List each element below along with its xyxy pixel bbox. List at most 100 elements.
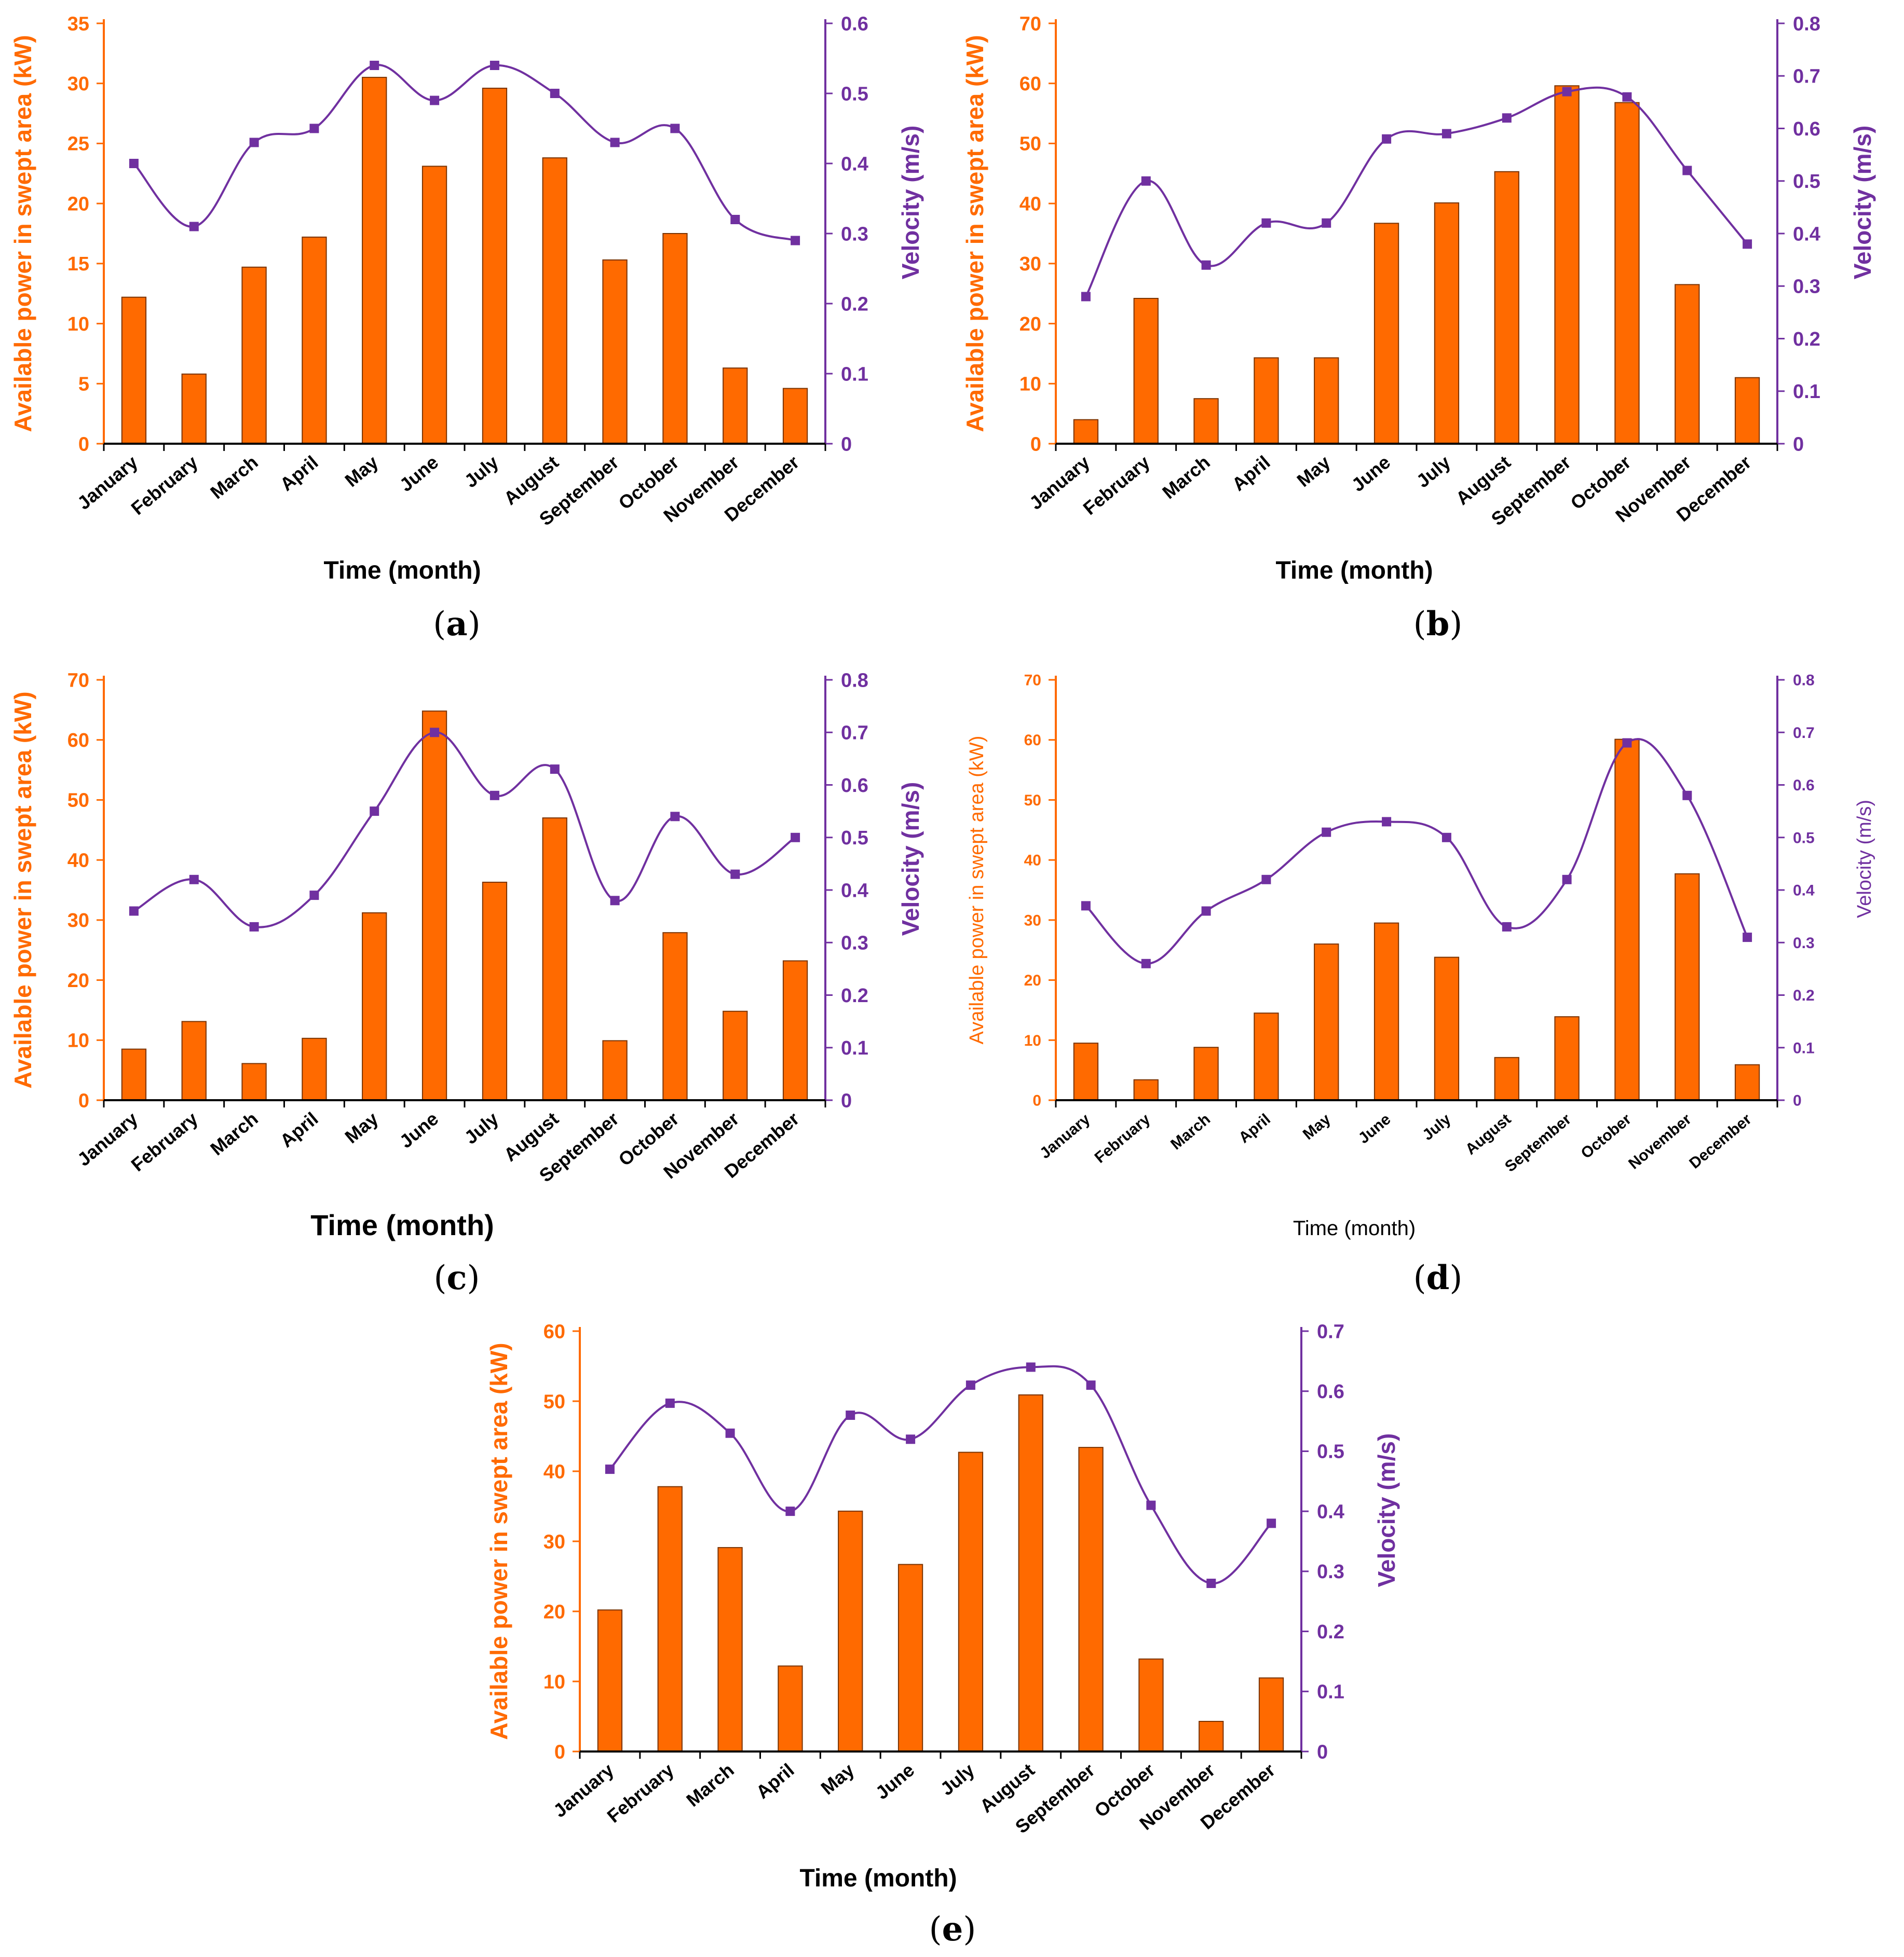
bar-november — [1199, 1721, 1224, 1752]
right-tick-label: 0.5 — [1317, 1441, 1344, 1463]
left-tick-label: 20 — [67, 970, 89, 992]
velocity-markers — [129, 61, 800, 245]
bar-october — [1614, 102, 1640, 444]
velocity-point-july — [1441, 129, 1451, 139]
left-tick-label: 30 — [67, 73, 89, 95]
right-tick-label: 0.7 — [1793, 724, 1815, 742]
x-tick-label: February — [127, 451, 202, 519]
velocity-point-october — [670, 124, 680, 133]
bar-june — [1373, 223, 1399, 444]
velocity-point-february — [1141, 176, 1151, 186]
left-tick-label: 50 — [1024, 792, 1041, 809]
y-axis-title: Available power in swept area (kW) — [961, 35, 988, 432]
velocity-point-august — [1502, 113, 1512, 123]
bar-november — [723, 1010, 748, 1101]
caption-b: (b) — [1413, 605, 1463, 644]
bar-june — [897, 1564, 923, 1752]
y2-axis-title: Velocity (m/s) — [897, 126, 924, 280]
x-axis-title: Time (month) — [310, 1209, 494, 1241]
x-tick-label: May — [1300, 1111, 1334, 1143]
left-tick-label: 30 — [543, 1531, 565, 1553]
bar-september — [1554, 1016, 1580, 1101]
velocity-point-february — [189, 222, 199, 231]
velocity-point-april — [1261, 218, 1271, 228]
velocity-markers — [129, 728, 800, 932]
chart-d-svg: 0 10 20 30 40 50 60 70 0 0.1 0.2 0.3 0.4 0.5 0.6 0.7 0.8… — [966, 672, 1875, 1240]
left-tick-label: 40 — [67, 850, 89, 871]
velocity-point-april — [1261, 874, 1271, 884]
right-tick-label: 0.7 — [1793, 66, 1820, 88]
right-tick-label: 0.2 — [841, 985, 868, 1007]
bar-august — [1494, 171, 1519, 444]
right-tick-label: 0.3 — [1317, 1561, 1344, 1583]
bar-march — [717, 1547, 743, 1752]
bar-august — [542, 817, 567, 1101]
x-tick-label: May — [341, 451, 382, 491]
right-tick-label: 0.4 — [841, 880, 868, 901]
right-tick-label: 0.3 — [841, 223, 868, 245]
velocity-point-february — [1141, 959, 1151, 968]
right-tick-label: 0.3 — [1793, 276, 1820, 298]
right-tick-label: 0.6 — [841, 13, 868, 35]
velocity-point-april — [309, 124, 319, 133]
bar-december — [1258, 1677, 1284, 1753]
y2-axis-title: Velocity (m/s) — [1849, 126, 1876, 280]
right-tick-label: 0.6 — [1793, 118, 1820, 140]
bar-july — [482, 88, 508, 444]
bar-july — [1434, 202, 1460, 444]
left-tick-label: 30 — [1019, 253, 1041, 275]
velocity-point-june — [1382, 817, 1392, 827]
velocity-point-january — [129, 159, 139, 168]
right-tick-label: 0.5 — [841, 83, 868, 105]
velocity-point-october — [1146, 1500, 1156, 1510]
bar-march — [241, 1063, 267, 1101]
velocity-markers — [1081, 738, 1752, 968]
right-tick-label: 0.6 — [1793, 777, 1815, 794]
x-tick-label: August — [1462, 1111, 1514, 1158]
left-tick-label: 70 — [1019, 13, 1041, 35]
x-tick-label: March — [682, 1759, 738, 1811]
left-tick-label: 5 — [78, 374, 89, 395]
right-tick-label: 0.1 — [1793, 1039, 1815, 1057]
chart-c-svg: 0 10 20 30 40 50 60 70 0 0.1 0.2 0.3 0.4 0.5 0.6 0.7 0.8… — [9, 669, 924, 1241]
x-tick-label: April — [276, 1108, 322, 1152]
x-tick-label: June — [395, 451, 442, 496]
right-tick-label: 0.3 — [1793, 935, 1815, 952]
velocity-point-november — [1206, 1579, 1216, 1588]
velocity-point-july — [1441, 832, 1451, 842]
chart-panel-a: 0 5 10 15 20 25 30 35 0 0.1 0.2 0.3 0.4 0.5 0.6 January… — [0, 0, 952, 597]
bar-february — [181, 373, 207, 444]
y2-axis-title: Velocity (m/s) — [1373, 1433, 1400, 1588]
bar-september — [602, 259, 628, 444]
x-tick-label: June — [1355, 1111, 1394, 1147]
bar-series — [1073, 85, 1760, 445]
velocity-point-june — [906, 1434, 916, 1444]
x-tick-label: November — [1625, 1111, 1695, 1173]
velocity-point-october — [1622, 738, 1632, 748]
right-tick-label: 0.8 — [1793, 672, 1815, 689]
left-tick-label: 25 — [67, 133, 89, 155]
velocity-point-march — [1201, 906, 1211, 916]
velocity-point-january — [605, 1465, 615, 1474]
right-tick-label: 0.5 — [841, 827, 868, 849]
x-tick-label: February — [603, 1759, 678, 1827]
left-tick-label: 10 — [1019, 374, 1041, 395]
velocity-point-march — [1201, 260, 1211, 270]
velocity-point-november — [730, 869, 740, 879]
velocity-point-july — [489, 61, 499, 70]
velocity-point-august — [550, 764, 560, 774]
left-tick-label: 20 — [543, 1601, 565, 1623]
velocity-point-december — [1267, 1518, 1276, 1528]
velocity-point-august — [1502, 922, 1512, 932]
bar-april — [778, 1665, 803, 1752]
velocity-markers — [1081, 87, 1752, 302]
bar-july — [958, 1452, 984, 1752]
left-tick-label: 40 — [1024, 852, 1041, 869]
bar-november — [1675, 284, 1700, 445]
right-tick-label: 0.4 — [1793, 882, 1815, 899]
y-axis-title: Available power in swept area (kW) — [9, 35, 36, 432]
x-tick-label: April — [1228, 451, 1274, 495]
velocity-point-october — [670, 812, 680, 822]
velocity-point-november — [1682, 790, 1692, 800]
x-tick-label: March — [206, 451, 262, 503]
